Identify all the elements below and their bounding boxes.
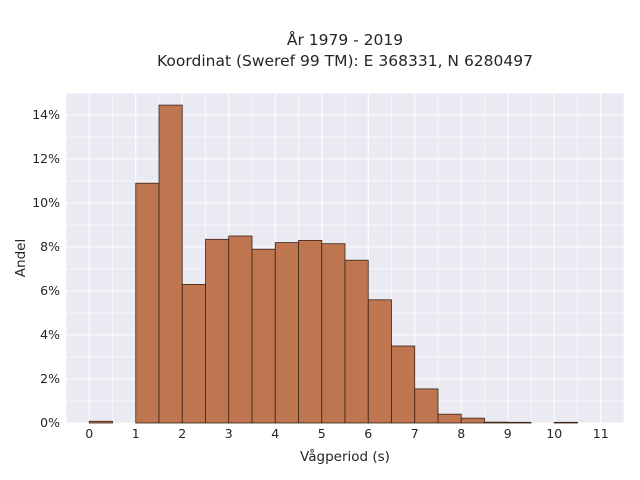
x-tick-label: 4 [271, 426, 279, 441]
histogram-bar [251, 248, 276, 424]
histogram-bars [88, 104, 578, 424]
histogram-bar [391, 345, 416, 424]
histogram-bar [88, 420, 113, 424]
x-tick-label: 10 [546, 426, 562, 441]
histogram-bar [181, 283, 206, 424]
x-tick-label: 6 [364, 426, 372, 441]
histogram-bar [298, 239, 323, 424]
x-tick-label: 1 [132, 426, 140, 441]
histogram-bar [507, 421, 532, 424]
y-tick-label: 4% [40, 327, 60, 342]
histogram-bar [414, 388, 439, 424]
x-tick-label: 8 [457, 426, 465, 441]
y-axis-label: Andel [13, 239, 29, 277]
histogram-bar [367, 299, 392, 424]
histogram-bar [205, 238, 230, 424]
y-tick-label: 12% [32, 151, 60, 166]
histogram-bar [135, 182, 160, 424]
x-axis-ticks: 0 1 2 3 4 5 6 7 8 9 10 11 [85, 426, 608, 441]
histogram-bar [344, 259, 369, 424]
y-tick-label: 2% [40, 371, 60, 386]
x-tick-label: 5 [318, 426, 326, 441]
y-tick-label: 6% [40, 283, 60, 298]
histogram-bar [553, 421, 578, 424]
chart-title-line-2: Koordinat (Sweref 99 TM): E 368331, N 62… [157, 52, 533, 70]
chart-title-line-1: År 1979 - 2019 [287, 30, 403, 49]
y-tick-label: 10% [32, 195, 60, 210]
histogram-bar [274, 242, 299, 424]
x-tick-label: 7 [411, 426, 419, 441]
y-axis-ticks: 0% 2% 4% 6% 8% 10% 12% 14% [32, 107, 60, 430]
histogram-bar [460, 417, 485, 424]
histogram-bar [158, 104, 183, 424]
y-tick-label: 0% [40, 415, 60, 430]
histogram-bar [437, 413, 462, 424]
x-tick-label: 11 [593, 426, 609, 441]
x-tick-label: 3 [225, 426, 233, 441]
x-tick-label: 9 [504, 426, 512, 441]
y-tick-label: 14% [32, 107, 60, 122]
x-axis-label: Vågperiod (s) [300, 448, 390, 465]
x-tick-label: 2 [178, 426, 186, 441]
histogram-bar [228, 235, 253, 424]
histogram-bar [321, 243, 346, 424]
y-tick-label: 8% [40, 239, 60, 254]
x-tick-label: 0 [85, 426, 93, 441]
histogram-bar [484, 421, 509, 424]
